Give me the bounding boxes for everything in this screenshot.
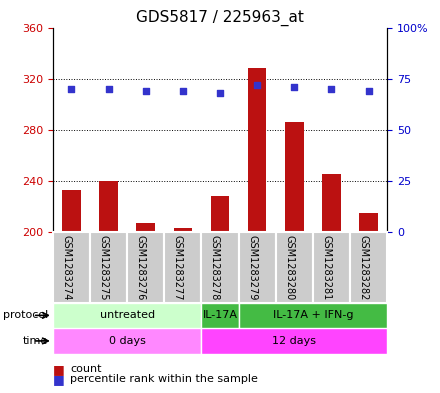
- Bar: [285, 122, 304, 232]
- Point: [180, 88, 187, 94]
- Bar: [202, 303, 238, 328]
- Text: GSM1283281: GSM1283281: [322, 235, 331, 301]
- Point: [291, 84, 298, 90]
- Point: [365, 88, 372, 94]
- Title: GDS5817 / 225963_at: GDS5817 / 225963_at: [136, 10, 304, 26]
- Text: GSM1283280: GSM1283280: [284, 235, 294, 301]
- Bar: [99, 181, 118, 232]
- FancyBboxPatch shape: [276, 232, 313, 303]
- Point: [328, 86, 335, 92]
- Text: count: count: [70, 364, 102, 375]
- FancyBboxPatch shape: [164, 232, 202, 303]
- Bar: [173, 228, 192, 232]
- Text: IL-17A: IL-17A: [202, 310, 238, 320]
- FancyBboxPatch shape: [53, 232, 90, 303]
- Text: time: time: [23, 336, 48, 346]
- Bar: [322, 174, 341, 232]
- Text: ■: ■: [53, 363, 65, 376]
- FancyBboxPatch shape: [313, 232, 350, 303]
- FancyBboxPatch shape: [127, 232, 164, 303]
- Text: GSM1283274: GSM1283274: [61, 235, 71, 301]
- Text: IL-17A + IFN-g: IL-17A + IFN-g: [273, 310, 353, 320]
- Text: 12 days: 12 days: [272, 336, 316, 346]
- Point: [68, 86, 75, 92]
- Text: untreated: untreated: [99, 310, 155, 320]
- Bar: [211, 196, 229, 232]
- Point: [253, 82, 260, 88]
- FancyBboxPatch shape: [350, 232, 387, 303]
- Bar: [248, 68, 267, 232]
- Text: GSM1283277: GSM1283277: [173, 235, 183, 301]
- Point: [142, 88, 149, 94]
- Bar: [136, 223, 155, 232]
- Bar: [202, 328, 387, 354]
- Point: [105, 86, 112, 92]
- FancyBboxPatch shape: [238, 232, 276, 303]
- Text: GSM1283276: GSM1283276: [136, 235, 146, 301]
- Text: protocol: protocol: [3, 310, 48, 320]
- Text: GSM1283278: GSM1283278: [210, 235, 220, 301]
- Text: GSM1283275: GSM1283275: [99, 235, 109, 301]
- Bar: [238, 303, 387, 328]
- Bar: [62, 190, 81, 232]
- FancyBboxPatch shape: [90, 232, 127, 303]
- Point: [216, 90, 224, 96]
- Text: GSM1283282: GSM1283282: [359, 235, 369, 301]
- Text: 0 days: 0 days: [109, 336, 146, 346]
- Bar: [53, 328, 202, 354]
- Bar: [359, 213, 378, 232]
- Text: GSM1283279: GSM1283279: [247, 235, 257, 301]
- Bar: [53, 303, 202, 328]
- Text: ■: ■: [53, 373, 65, 386]
- FancyBboxPatch shape: [202, 232, 238, 303]
- Text: percentile rank within the sample: percentile rank within the sample: [70, 374, 258, 384]
